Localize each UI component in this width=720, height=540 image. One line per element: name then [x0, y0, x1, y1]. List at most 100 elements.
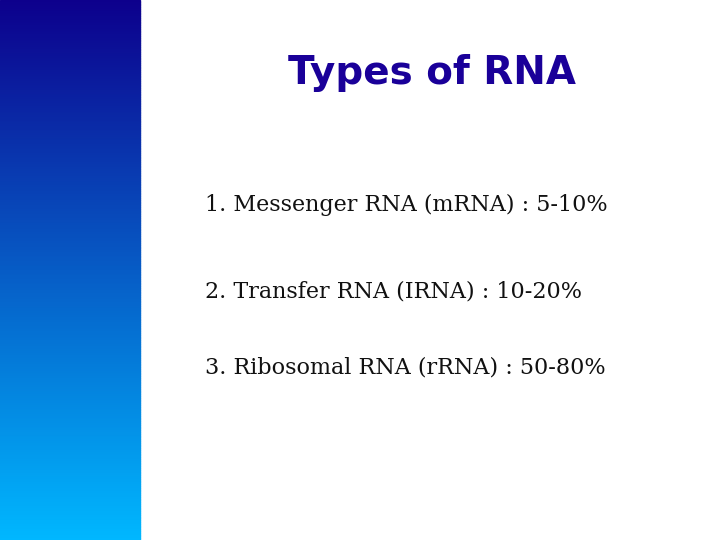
- Bar: [0, 471, 140, 474]
- Bar: [0, 272, 140, 274]
- Bar: [0, 398, 140, 400]
- Bar: [0, 133, 140, 135]
- Bar: [0, 85, 140, 86]
- Bar: [0, 517, 140, 518]
- Bar: [0, 293, 140, 295]
- Bar: [0, 482, 140, 484]
- Bar: [0, 366, 140, 367]
- Bar: [0, 258, 140, 259]
- Bar: [0, 351, 140, 353]
- Bar: [0, 247, 140, 248]
- Bar: [0, 232, 140, 234]
- Bar: [0, 245, 140, 247]
- Bar: [0, 59, 140, 61]
- Bar: [0, 448, 140, 450]
- Bar: [0, 182, 140, 184]
- Bar: [0, 432, 140, 434]
- Bar: [0, 25, 140, 27]
- Bar: [0, 72, 140, 74]
- Bar: [0, 378, 140, 380]
- Bar: [0, 66, 140, 69]
- Bar: [0, 342, 140, 344]
- Bar: [0, 518, 140, 520]
- Bar: [0, 131, 140, 133]
- Bar: [0, 201, 140, 204]
- Bar: [0, 147, 140, 150]
- Bar: [0, 162, 140, 164]
- Bar: [0, 459, 140, 461]
- Bar: [0, 184, 140, 185]
- Bar: [0, 506, 140, 508]
- Bar: [0, 535, 140, 536]
- Bar: [0, 309, 140, 312]
- Bar: [0, 322, 140, 324]
- Bar: [0, 187, 140, 189]
- Bar: [0, 533, 140, 535]
- Bar: [0, 340, 140, 342]
- Bar: [0, 410, 140, 412]
- Bar: [0, 266, 140, 268]
- Bar: [0, 389, 140, 390]
- Bar: [0, 255, 140, 258]
- Bar: [0, 211, 140, 212]
- Bar: [0, 200, 140, 201]
- Bar: [0, 331, 140, 333]
- Bar: [0, 513, 140, 515]
- Bar: [0, 23, 140, 25]
- Bar: [0, 455, 140, 457]
- Bar: [0, 160, 140, 162]
- Bar: [0, 137, 140, 139]
- Bar: [0, 362, 140, 363]
- Bar: [0, 387, 140, 389]
- Bar: [0, 371, 140, 373]
- Bar: [0, 97, 140, 99]
- Bar: [0, 360, 140, 362]
- Bar: [0, 463, 140, 464]
- Bar: [0, 400, 140, 401]
- Bar: [0, 373, 140, 374]
- Bar: [0, 252, 140, 254]
- Bar: [0, 185, 140, 187]
- Bar: [0, 427, 140, 428]
- Bar: [0, 385, 140, 387]
- Bar: [0, 241, 140, 243]
- Bar: [0, 281, 140, 282]
- Bar: [0, 493, 140, 495]
- Bar: [0, 117, 140, 119]
- Bar: [0, 466, 140, 468]
- Bar: [0, 349, 140, 351]
- Bar: [0, 538, 140, 540]
- Bar: [0, 344, 140, 346]
- Bar: [0, 69, 140, 70]
- Bar: [0, 39, 140, 42]
- Bar: [0, 223, 140, 225]
- Bar: [0, 336, 140, 339]
- Bar: [0, 367, 140, 369]
- Bar: [0, 115, 140, 117]
- Bar: [0, 439, 140, 441]
- Bar: [0, 488, 140, 490]
- Bar: [0, 383, 140, 385]
- Bar: [0, 295, 140, 297]
- Bar: [0, 16, 140, 18]
- Bar: [0, 315, 140, 317]
- Bar: [0, 524, 140, 525]
- Bar: [0, 282, 140, 285]
- Bar: [0, 312, 140, 313]
- Bar: [0, 452, 140, 454]
- Bar: [0, 221, 140, 223]
- Bar: [0, 101, 140, 103]
- Bar: [0, 174, 140, 177]
- Bar: [0, 346, 140, 347]
- Bar: [0, 4, 140, 5]
- Bar: [0, 441, 140, 443]
- Bar: [0, 56, 140, 58]
- Bar: [0, 50, 140, 52]
- Bar: [0, 31, 140, 32]
- Bar: [0, 531, 140, 533]
- Bar: [0, 113, 140, 115]
- Bar: [0, 263, 140, 265]
- Bar: [0, 93, 140, 96]
- Bar: [0, 171, 140, 173]
- Bar: [0, 140, 140, 142]
